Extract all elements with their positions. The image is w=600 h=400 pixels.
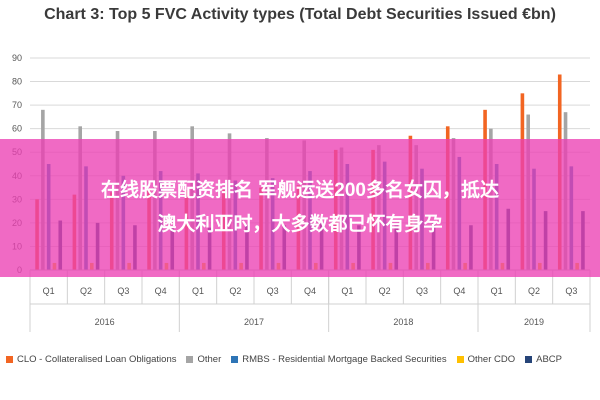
x-tick-label: Q3 [565, 286, 577, 296]
group-label: 2019 [524, 317, 544, 327]
group-label: 2018 [393, 317, 413, 327]
legend-swatch [186, 355, 194, 363]
x-tick-label: Q4 [453, 286, 465, 296]
legend-swatch [525, 355, 533, 363]
overlay-line-1: 在线股票配资排名 军舰运送200多名女囚，抵达 [101, 180, 499, 201]
legend-swatch [231, 355, 239, 363]
legend-item: RMBS - Residential Mortgage Backed Secur… [231, 353, 447, 365]
legend-label: ABCP [536, 353, 562, 365]
y-tick-label: 60 [12, 124, 22, 134]
y-tick-label: 70 [12, 100, 22, 110]
legend-swatch [6, 355, 13, 363]
x-tick-label: Q3 [117, 286, 129, 296]
legend-label: Other CDO [467, 353, 516, 365]
overlay-text: 在线股票配资排名 军舰运送200多名女囚，抵达 澳大利亚时，大多数都已怀有身孕 [20, 174, 580, 242]
legend-item: ABCP [525, 354, 562, 365]
x-tick-label: Q3 [267, 286, 279, 296]
x-tick-label: Q1 [43, 286, 55, 296]
y-tick-label: 80 [12, 77, 22, 87]
legend-item: CLO - Collateralised Loan Obligations [6, 354, 176, 365]
legend-label: RMBS - Residential Mortgage Backed Secur… [242, 353, 447, 365]
legend-swatch [456, 355, 464, 363]
group-label: 2017 [244, 317, 264, 327]
x-tick-label: Q4 [155, 286, 167, 296]
x-tick-label: Q2 [80, 286, 92, 296]
x-tick-label: Q1 [491, 286, 503, 296]
x-tick-label: Q4 [304, 286, 316, 296]
legend-item: Other CDO [456, 353, 516, 365]
chart-legend: CLO - Collateralised Loan Obligations Oth… [6, 348, 596, 370]
legend-item: Other [186, 354, 221, 365]
legend-label: CLO - Collateralised Loan Obligations [17, 353, 177, 365]
x-tick-label: Q2 [229, 286, 241, 296]
x-tick-label: Q2 [528, 286, 540, 296]
y-tick-label: 90 [12, 53, 22, 63]
overlay-line-2: 澳大利亚时，大多数都已怀有身孕 [157, 214, 443, 235]
x-tick-label: Q3 [416, 286, 428, 296]
x-tick-label: Q2 [379, 286, 391, 296]
x-tick-label: Q1 [341, 286, 353, 296]
chart-title: Chart 3: Top 5 FVC Activity types (Total… [44, 6, 556, 23]
legend-label: Other [197, 353, 222, 365]
overlay-banner[interactable]: 在线股票配资排名 军舰运送200多名女囚，抵达 澳大利亚时，大多数都已怀有身孕 [0, 139, 600, 277]
group-label: 2016 [95, 317, 115, 327]
x-tick-label: Q1 [192, 286, 204, 296]
